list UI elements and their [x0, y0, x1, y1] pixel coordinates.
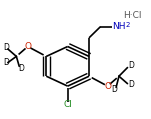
Text: D: D	[18, 64, 24, 73]
Text: D: D	[3, 43, 9, 52]
Text: D: D	[112, 85, 118, 94]
Text: D: D	[3, 58, 9, 67]
Text: O: O	[104, 82, 111, 91]
Text: 2: 2	[125, 22, 130, 28]
Text: Cl: Cl	[63, 100, 72, 109]
Text: H·Cl: H·Cl	[123, 11, 142, 20]
Text: NH: NH	[112, 22, 125, 31]
Text: D: D	[128, 61, 134, 70]
Text: O: O	[24, 42, 31, 51]
Text: D: D	[128, 80, 134, 89]
